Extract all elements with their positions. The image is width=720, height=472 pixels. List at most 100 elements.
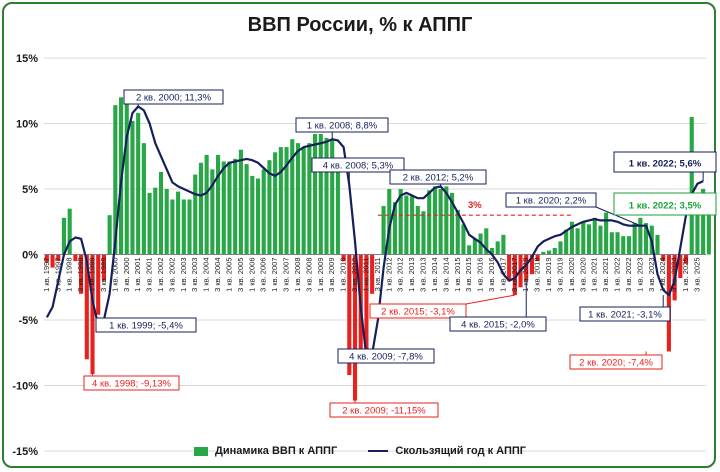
bar: [489, 247, 495, 255]
bar: [124, 102, 129, 255]
x-tick-label: 3 кв. 2025: [692, 258, 701, 292]
x-tick-label: 1 кв. 2023: [635, 258, 644, 292]
x-tick-label: 1 кв. 1997: [42, 258, 51, 292]
x-tick-label: 3 кв. 2009: [327, 258, 336, 292]
bar: [604, 212, 609, 255]
bar: [678, 254, 683, 279]
bar: [683, 254, 689, 264]
y-tick-label: 5%: [22, 184, 38, 196]
bar: [569, 221, 574, 255]
bar: [449, 192, 455, 255]
x-tick-label: 1 кв. 2007: [270, 258, 279, 292]
x-tick-label: 1 кв. 2010: [339, 258, 348, 292]
bar: [347, 254, 352, 376]
bar: [50, 254, 55, 268]
x-tick-label: 1 кв. 2021: [590, 258, 599, 292]
callout-box: [613, 192, 717, 216]
bar: [158, 171, 164, 255]
threshold-label: 3%: [468, 200, 482, 211]
callout-text: 2 кв. 2012; 5,2%: [403, 172, 474, 183]
callout-text: 1 кв. 1999; -5,4%: [109, 320, 183, 331]
bar: [461, 224, 466, 255]
callout-text: 1 кв. 2022; 3,5%: [629, 201, 702, 212]
x-tick-label: 1 кв. 2015: [453, 258, 462, 292]
bar: [621, 236, 626, 255]
callout-box: [95, 317, 197, 333]
bar: [524, 254, 529, 281]
callout-box: [579, 306, 671, 322]
x-tick-label: 3 кв. 2020: [578, 258, 587, 292]
bar: [295, 143, 301, 255]
bar: [558, 241, 563, 255]
x-tick-label: 3 кв. 2021: [601, 258, 610, 292]
x-tick-label: 1 кв. 2008: [293, 258, 302, 292]
callout-box: [569, 354, 663, 370]
y-tick-label: 15%: [16, 53, 38, 65]
x-tick-label: 1 кв. 2001: [133, 258, 142, 292]
x-tick-label: 3 кв. 2001: [145, 258, 154, 292]
bar: [432, 186, 437, 255]
bar: [73, 254, 78, 262]
bar: [153, 187, 158, 255]
x-tick-label: 3 кв. 2014: [441, 258, 450, 292]
bar: [147, 192, 152, 255]
bar: [615, 232, 620, 255]
x-tick-label: 3 кв. 2017: [510, 258, 519, 292]
bar: [632, 223, 637, 255]
bar: [638, 217, 643, 255]
y-tick-label: 10%: [16, 119, 38, 131]
x-tick-label: 1 кв. 2005: [224, 258, 233, 292]
bar: [592, 217, 597, 255]
callout-text: 1 кв. 2020; 2,2%: [516, 195, 587, 206]
rolling-year-line: [45, 105, 704, 358]
bar: [541, 251, 546, 255]
bar: [193, 174, 198, 255]
bar: [387, 189, 392, 255]
bar: [101, 254, 106, 281]
x-tick-label: 3 кв. 2013: [419, 258, 428, 292]
bar: [512, 254, 517, 296]
callout-text: 1 кв. 2022; 5,6%: [629, 159, 702, 170]
bar: [586, 224, 592, 255]
y-tick-label: -15%: [12, 446, 38, 458]
x-tick-label: 1 кв. 2022: [613, 258, 622, 292]
bar-series: [44, 97, 711, 401]
bar: [661, 254, 666, 262]
bar: [290, 139, 295, 255]
bar: [301, 147, 306, 255]
y-axis-labels: 15% 10% 5% 0% -5% -10% -15%: [12, 53, 38, 458]
x-tick-label: 3 кв. 2000: [122, 258, 131, 292]
callout-text: 1 кв. 2008; 8,8%: [307, 120, 378, 131]
x-tick-label: 3 кв. 2024: [670, 258, 679, 292]
x-tick-label: 3 кв. 2008: [304, 258, 313, 292]
bar: [267, 160, 272, 255]
callout-text: 4 кв. 2015; -2,0%: [461, 319, 535, 330]
bar: [318, 133, 323, 255]
x-tick-label: 1 кв. 2006: [247, 258, 256, 292]
callout-text: 2 кв. 2015; -3,1%: [381, 306, 455, 317]
bar: [284, 147, 289, 255]
bar: [404, 195, 409, 255]
bar: [564, 229, 569, 255]
bar: [113, 105, 118, 255]
bar: [176, 191, 181, 255]
bar: [644, 223, 649, 255]
x-tick-label: 3 кв. 2003: [190, 258, 199, 292]
bar: [107, 215, 112, 255]
legend-item-line: Скользящий год к АППГ: [368, 445, 526, 457]
bar: [581, 221, 586, 255]
callout-box: [505, 192, 597, 208]
callout-box: [369, 303, 467, 319]
callout-box: [449, 316, 547, 332]
x-tick-label: 3 кв. 2023: [647, 258, 656, 292]
legend-bars-label: Динамика ВВП к АППГ: [215, 445, 338, 457]
x-tick-label: 3 кв. 1999: [99, 258, 108, 292]
x-tick-label: 3 кв. 2015: [464, 258, 473, 292]
x-tick-label: 3 кв. 2002: [167, 258, 176, 292]
x-tick-label: 3 кв. 2022: [624, 258, 633, 292]
bar: [244, 164, 249, 255]
y-tick-label: -10%: [12, 381, 38, 393]
x-tick-label: 1 кв. 2011: [361, 258, 370, 292]
x-tick-label: 3 кв. 1998: [76, 258, 85, 292]
